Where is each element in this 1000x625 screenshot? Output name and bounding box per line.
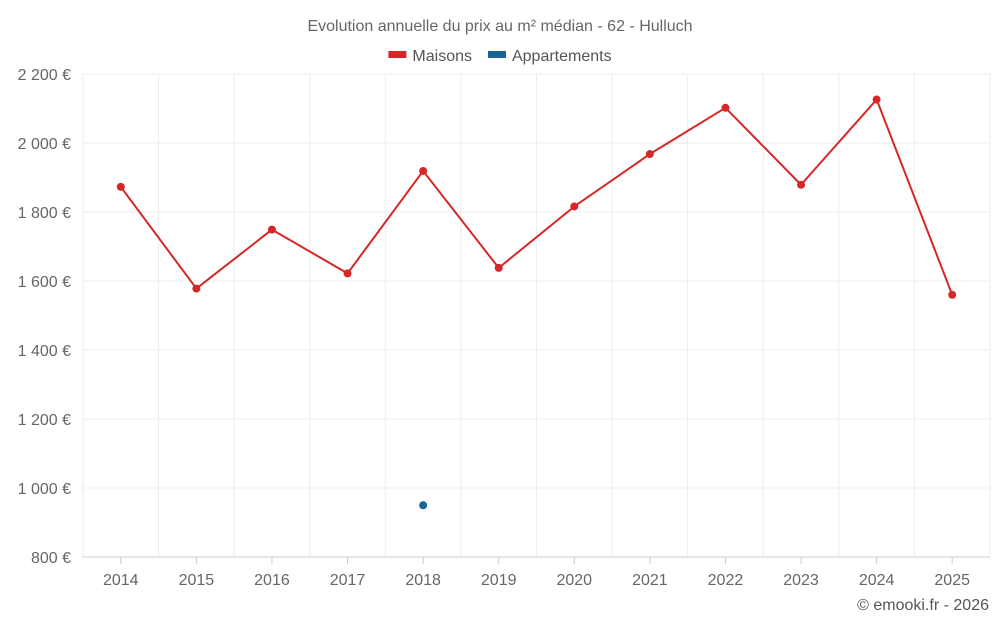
x-tick-label: 2016	[254, 572, 290, 589]
y-tick-label: 1 600 €	[18, 274, 71, 291]
x-tick-label: 2014	[103, 572, 139, 589]
legend[interactable]: Maisons Appartements	[388, 48, 612, 65]
y-tick-label: 2 200 €	[18, 67, 71, 84]
series-appartements[interactable]	[419, 501, 428, 510]
legend-swatch	[487, 51, 506, 58]
x-tick-label: 2021	[632, 572, 668, 589]
series-maisons[interactable]	[116, 95, 957, 299]
data-point[interactable]	[570, 202, 579, 211]
x-tick-label: 2018	[405, 572, 441, 589]
series-line	[119, 98, 954, 296]
credit-text: © emooki.fr - 2026	[857, 597, 989, 614]
y-tick-label: 800 €	[31, 550, 71, 567]
data-point[interactable]	[645, 150, 654, 159]
x-tick-label: 2025	[934, 572, 970, 589]
y-tick-label: 1 800 €	[18, 205, 71, 222]
data-point[interactable]	[948, 290, 957, 299]
data-point[interactable]	[116, 182, 125, 191]
x-tick-label: 2017	[330, 572, 366, 589]
x-tick-label: 2024	[859, 572, 895, 589]
x-tick-label: 2020	[556, 572, 592, 589]
legend-swatch	[388, 51, 407, 58]
legend-label: Appartements	[512, 48, 612, 65]
grid	[82, 73, 991, 558]
legend-label: Maisons	[412, 48, 472, 65]
axes: 800 € 1 000 € 1 200 € 1 400 € 1 600 € 1 800 €…	[18, 67, 990, 589]
y-tick-label: 1 200 €	[18, 412, 71, 429]
data-point[interactable]	[267, 225, 276, 234]
legend-item-appartements[interactable]: Appartements	[487, 48, 612, 65]
data-point[interactable]	[797, 180, 806, 189]
data-point[interactable]	[721, 103, 730, 112]
legend-item-maisons[interactable]: Maisons	[388, 48, 472, 65]
series-layer	[116, 95, 957, 510]
y-tick-label: 2 000 €	[18, 136, 71, 153]
data-point[interactable]	[343, 269, 352, 278]
x-tick-label: 2015	[179, 572, 215, 589]
y-tick-label: 1 400 €	[18, 343, 71, 360]
data-point[interactable]	[192, 284, 201, 293]
data-point[interactable]	[419, 501, 428, 510]
x-tick-label: 2022	[708, 572, 744, 589]
chart-title: Evolution annuelle du prix au m² médian …	[307, 18, 692, 35]
x-tick-label: 2019	[481, 572, 517, 589]
x-tick-label: 2023	[783, 572, 819, 589]
y-tick-label: 1 000 €	[18, 481, 71, 498]
data-point[interactable]	[872, 95, 881, 104]
data-point[interactable]	[494, 263, 503, 272]
data-point[interactable]	[419, 166, 428, 175]
